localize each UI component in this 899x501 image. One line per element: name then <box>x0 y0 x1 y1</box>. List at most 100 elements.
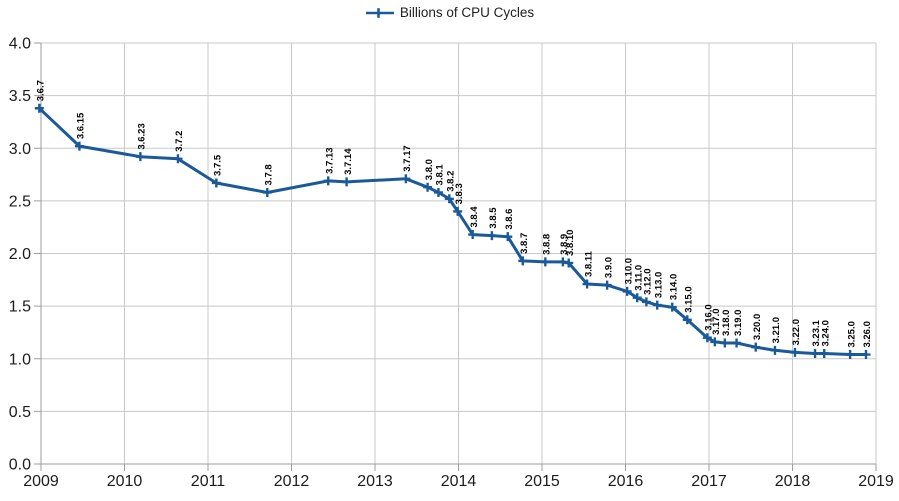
data-point-marker <box>468 230 478 240</box>
chart-legend: Billions of CPU Cycles <box>0 5 899 20</box>
data-point-label: 3.8.6 <box>504 209 515 230</box>
data-point-label: 3.10.0 <box>623 258 634 284</box>
y-tick-label: 1.5 <box>9 299 31 316</box>
data-point-label: 3.16.0 <box>704 304 715 330</box>
x-tick-label: 2019 <box>858 473 894 490</box>
data-point-marker <box>564 258 574 268</box>
data-point-label: 3.8.5 <box>488 207 499 229</box>
data-point-marker <box>444 194 454 204</box>
data-point-marker <box>751 342 761 352</box>
data-point-marker <box>732 338 742 348</box>
x-tick-label: 2009 <box>23 473 59 490</box>
data-point-marker <box>540 257 550 267</box>
data-point-label: 3.17.0 <box>711 308 722 334</box>
data-point-label: 3.8.9 <box>559 234 570 255</box>
data-point-label: 3.7.17 <box>402 145 413 171</box>
data-point-label: 3.25.0 <box>846 321 857 347</box>
data-point-label: 3.7.2 <box>174 131 185 152</box>
data-point-label: 3.19.0 <box>733 310 744 336</box>
data-point-marker <box>262 187 272 197</box>
x-tick-label: 2015 <box>524 473 560 490</box>
data-point-marker <box>433 187 443 197</box>
data-point-label: 3.6.7 <box>36 80 47 101</box>
y-tick-label: 3.0 <box>9 141 31 158</box>
data-point-marker <box>74 141 84 151</box>
data-point-marker <box>641 297 651 307</box>
x-tick-label: 2014 <box>441 473 477 490</box>
x-tick-label: 2013 <box>357 473 393 490</box>
data-point-label: 3.24.0 <box>820 320 831 346</box>
data-point-label: 3.8.7 <box>519 233 530 254</box>
data-point-label: 3.8.8 <box>542 234 553 255</box>
data-point-label: 3.7.8 <box>263 164 274 185</box>
data-point-label: 3.8.4 <box>469 206 480 228</box>
data-point-marker <box>34 103 44 113</box>
x-tick-label: 2018 <box>775 473 811 490</box>
data-point-label: 3.15.0 <box>683 286 694 312</box>
data-point-marker <box>622 286 632 296</box>
data-point-marker <box>323 176 333 186</box>
data-point-label: 3.11.0 <box>633 265 644 291</box>
data-point-marker <box>602 280 612 290</box>
y-tick-label: 2.0 <box>9 246 31 263</box>
data-point-label: 3.20.0 <box>752 314 763 340</box>
data-point-marker <box>401 174 411 184</box>
y-tick-label: 3.5 <box>9 88 31 105</box>
data-point-label: 3.8.2 <box>446 171 457 192</box>
data-point-label: 3.7.14 <box>343 148 354 175</box>
data-point-marker <box>173 154 183 164</box>
data-point-label: 3.12.0 <box>643 268 654 294</box>
data-point-marker <box>487 231 497 241</box>
data-point-marker <box>810 348 820 358</box>
data-point-marker <box>861 350 871 360</box>
data-point-label: 3.8.1 <box>435 164 446 186</box>
data-point-marker <box>211 178 221 188</box>
data-point-label: 3.8.11 <box>583 250 594 277</box>
legend-line-marker-icon <box>365 7 394 18</box>
data-point-label: 3.7.13 <box>324 147 335 173</box>
data-point-marker <box>770 345 780 355</box>
data-point-label: 3.13.0 <box>653 272 664 298</box>
y-tick-label: 0.5 <box>9 404 31 421</box>
data-point-marker <box>518 256 528 266</box>
data-point-marker <box>582 279 592 289</box>
data-point-marker <box>702 333 712 343</box>
data-point-marker <box>423 182 433 192</box>
data-point-label: 3.22.0 <box>791 319 802 345</box>
data-point-label: 3.8.10 <box>565 230 576 256</box>
data-point-marker <box>503 232 513 242</box>
y-tick-label: 1.0 <box>9 351 31 368</box>
x-tick-label: 2017 <box>691 473 727 490</box>
y-tick-label: 4.0 <box>9 36 31 53</box>
y-tick-label: 0.0 <box>9 457 31 474</box>
data-point-label: 3.6.23 <box>137 123 148 149</box>
data-point-marker <box>652 300 662 310</box>
data-point-label: 3.21.0 <box>771 317 782 343</box>
data-point-label: 3.26.0 <box>862 321 873 347</box>
data-point-label: 3.14.0 <box>668 274 679 300</box>
data-point-label: 3.18.0 <box>721 310 732 336</box>
data-point-marker <box>845 350 855 360</box>
data-point-marker <box>710 337 720 347</box>
data-point-marker <box>453 206 463 216</box>
data-point-marker <box>720 338 730 348</box>
data-point-label: 3.7.5 <box>213 154 224 176</box>
data-point-label: 3.9.0 <box>603 257 614 278</box>
x-tick-label: 2012 <box>274 473 310 490</box>
data-point-marker <box>790 347 800 357</box>
data-point-label: 3.8.0 <box>424 159 435 180</box>
y-tick-label: 2.5 <box>9 193 31 210</box>
x-tick-label: 2010 <box>107 473 143 490</box>
data-point-marker <box>632 293 642 303</box>
data-point-label: 3.8.3 <box>454 183 465 204</box>
legend-label: Billions of CPU Cycles <box>399 5 535 20</box>
data-point-marker <box>342 177 352 187</box>
data-point-label: 3.23.1 <box>811 319 822 346</box>
data-point-marker <box>682 315 692 325</box>
x-tick-label: 2016 <box>608 473 644 490</box>
data-point-marker <box>135 152 145 162</box>
data-point-label: 3.6.15 <box>76 112 87 139</box>
x-tick-label: 2011 <box>191 473 226 490</box>
